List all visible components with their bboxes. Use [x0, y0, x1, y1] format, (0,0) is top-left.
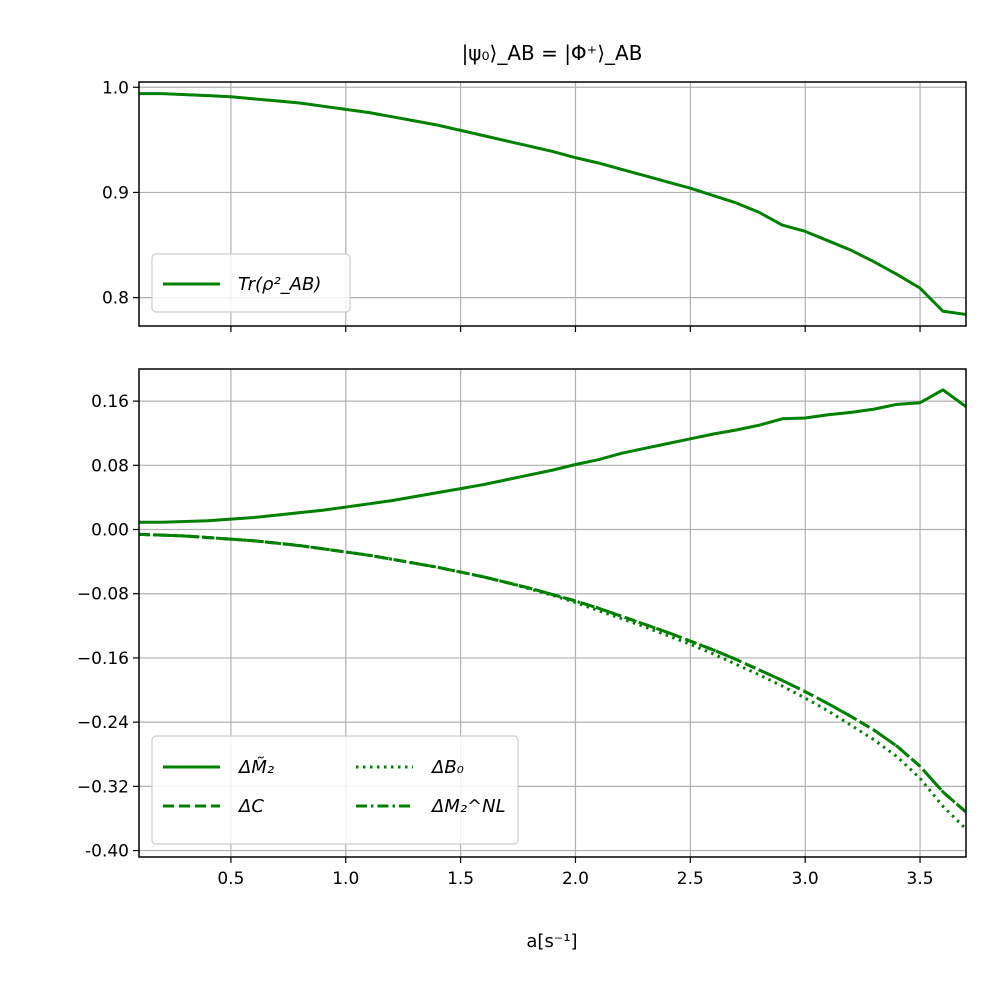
bottom-y-tick-label: 0.16: [91, 392, 129, 412]
bottom-y-tick-label: 0.08: [91, 456, 129, 476]
bottom-y-tick-label: −0.24: [77, 713, 129, 733]
legend-label-m-nl: ΔM₂^NL: [430, 796, 506, 817]
x-tick-label: 3.5: [907, 869, 934, 889]
x-tick-label: 0.5: [217, 869, 244, 889]
top-series: [139, 92, 967, 316]
x-tick-label: 1.0: [332, 869, 359, 889]
series-line-m-nl: [139, 532, 966, 814]
top-grid: [139, 82, 966, 326]
x-tick-label: 2.0: [562, 869, 589, 889]
legend-label-c: ΔC: [237, 796, 264, 817]
bottom-y-tick-label: −0.08: [77, 585, 129, 605]
top-y-tick-label: 1.0: [102, 78, 129, 98]
series-line-m: [139, 388, 966, 524]
top-legend-box: [151, 253, 351, 313]
top-x-ticks: [230, 326, 921, 332]
bottom-y-tick-label: −0.16: [77, 649, 129, 669]
legend-label-b: ΔB₀: [430, 757, 464, 778]
x-tick-label: 3.0: [792, 869, 819, 889]
top-y-tick-label: 0.8: [102, 289, 129, 309]
bottom-x-ticks: 0.5 1.0 1.5 2.0 2.5 3.0 3.5: [217, 857, 934, 889]
x-tick-label: 2.5: [677, 869, 704, 889]
top-title: |ψ₀⟩_AB = |Φ⁺⟩_AB: [462, 41, 643, 65]
x-axis-label: a[s⁻¹]: [526, 931, 577, 952]
bottom-axes-frame: [138, 368, 967, 858]
bottom-series: [139, 388, 966, 830]
bottom-y-tick-label: 0.00: [91, 521, 129, 541]
bottom-legend: ΔM̃₂ ΔC ΔB₀ ΔM₂^NL: [151, 735, 519, 845]
bottom-y-tick-label: -0.40: [85, 842, 129, 862]
legend-label-m: ΔM̃₂: [237, 757, 274, 778]
top-y-tick-label: 0.9: [102, 183, 129, 203]
bottom-y-ticks: 0.16 0.08 0.00 −0.08 −0.16 −0.24 −0.32 -0.40: [77, 392, 139, 862]
legend-label-tr-ab: Tr(ρ²_AB): [238, 274, 321, 295]
top-axes-frame: [138, 81, 967, 327]
top-panel: 0.8 0.9 1.0 |ψ₀⟩_AB = |Φ⁺⟩_AB Tr(ρ²_AB): [102, 41, 967, 332]
bottom-panel: 0.16 0.08 0.00 −0.08 −0.16 −0.24 −0.32 -0.40 0.…: [77, 368, 967, 952]
bottom-legend-box: [151, 735, 519, 845]
x-tick-label: 1.5: [447, 869, 474, 889]
bottom-y-tick-label: −0.32: [77, 777, 129, 797]
top-y-ticks: 0.8 0.9 1.0: [102, 78, 139, 309]
series-line-tr-ab: [139, 92, 967, 316]
top-legend: Tr(ρ²_AB): [151, 253, 351, 313]
bottom-grid: [139, 369, 966, 857]
